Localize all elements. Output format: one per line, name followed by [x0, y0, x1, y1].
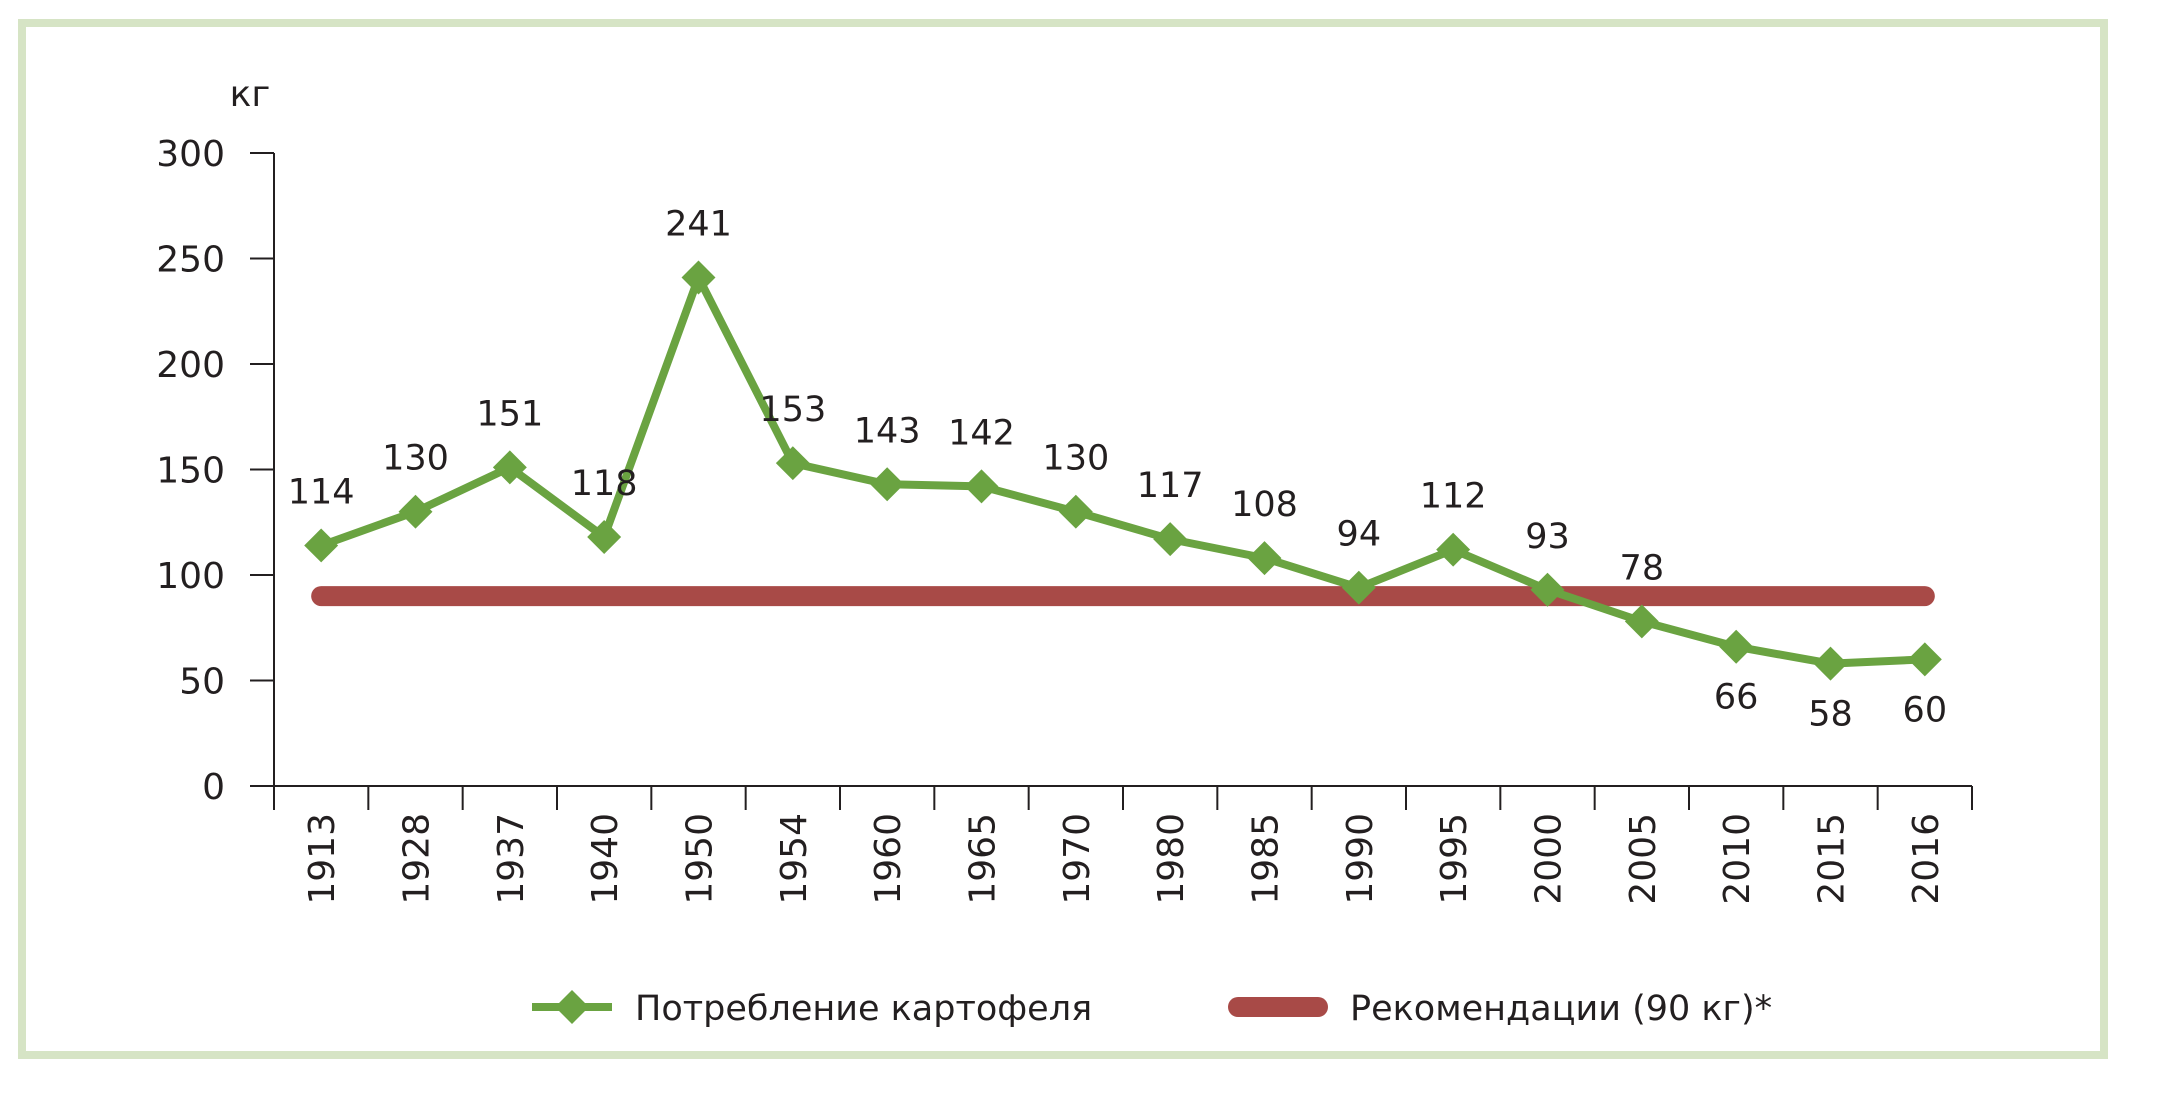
data-label: 66: [1714, 678, 1759, 718]
data-label: 142: [948, 413, 1015, 453]
data-label: 153: [759, 390, 826, 430]
y-tick-label: 300: [156, 134, 225, 175]
data-point-diamond: [492, 450, 527, 485]
data-point-diamond: [775, 446, 810, 481]
data-label: 118: [571, 464, 638, 504]
x-tick-label: 1990: [1340, 813, 1381, 905]
data-point-diamond: [964, 469, 999, 504]
x-tick-label: 1928: [397, 813, 438, 905]
data-label: 94: [1337, 515, 1382, 555]
x-tick-label: 2000: [1529, 813, 1570, 905]
x-tick-label: 1965: [963, 813, 1004, 905]
x-tick-label: 1980: [1151, 813, 1192, 905]
data-point-diamond: [1530, 572, 1565, 607]
consumption-line: [319, 273, 1926, 668]
x-tick-label: 1950: [680, 813, 721, 905]
y-tick-label: 200: [156, 345, 225, 386]
y-tick-label: 150: [156, 451, 225, 492]
y-tick-label: 50: [179, 662, 225, 703]
data-point-diamond: [1907, 642, 1942, 677]
data-point-diamond: [398, 494, 433, 529]
data-point-diamond: [1247, 541, 1282, 576]
data-label: 78: [1620, 548, 1665, 588]
y-axis-label: кг: [230, 74, 271, 115]
data-point-diamond: [1813, 646, 1848, 681]
data-label: 112: [1420, 477, 1487, 517]
data-point-diamond: [1719, 629, 1754, 664]
data-point-diamond: [1058, 494, 1093, 529]
y-tick-label: 0: [202, 767, 225, 808]
data-label: 241: [665, 204, 732, 244]
data-label: 58: [1808, 695, 1853, 735]
x-tick-label: 2015: [1812, 813, 1853, 905]
y-tick-label: 250: [156, 240, 225, 281]
x-tick-label: 2010: [1717, 813, 1758, 905]
data-label: 60: [1903, 690, 1948, 730]
data-point-diamond: [1153, 522, 1188, 557]
data-label: 130: [1042, 439, 1109, 479]
x-tick-label: 1970: [1057, 813, 1098, 905]
data-point-diamond: [1436, 532, 1471, 567]
x-tick-label: 1985: [1246, 813, 1287, 905]
data-label: 151: [476, 394, 543, 434]
data-label: 93: [1525, 517, 1570, 557]
legend-label-recommendation: Рекомендации (90 кг)*: [1350, 989, 1772, 1029]
legend: Потребление картофеля Рекомендации (90 к…: [532, 989, 1772, 1029]
legend-label-consumption: Потребление картофеля: [635, 989, 1092, 1029]
chart-frame: [18, 19, 2108, 1059]
x-tick-label: 1954: [774, 813, 815, 905]
legend-marker-diamond: [555, 990, 589, 1024]
data-label: 114: [288, 472, 355, 512]
y-tick-label: 100: [156, 556, 225, 597]
x-tick-label: 1995: [1434, 813, 1475, 905]
x-tick-label: 1937: [491, 813, 532, 905]
data-point-diamond: [870, 467, 905, 502]
data-point-diamond: [587, 520, 622, 554]
x-tick-label: 2005: [1623, 813, 1664, 905]
data-point-diamond: [304, 528, 339, 563]
x-tick-label: 1960: [868, 813, 909, 905]
data-point-diamond: [1624, 604, 1659, 639]
x-tick-label: 1940: [585, 813, 626, 905]
data-label: 143: [854, 411, 921, 451]
data-label: 108: [1231, 485, 1298, 525]
x-tick-label: 1913: [302, 813, 343, 905]
data-label: 117: [1137, 466, 1204, 506]
x-tick-label: 2016: [1906, 813, 1947, 905]
data-point-diamond: [1341, 570, 1376, 605]
data-label: 130: [382, 439, 449, 479]
data-point-diamond: [681, 260, 716, 295]
